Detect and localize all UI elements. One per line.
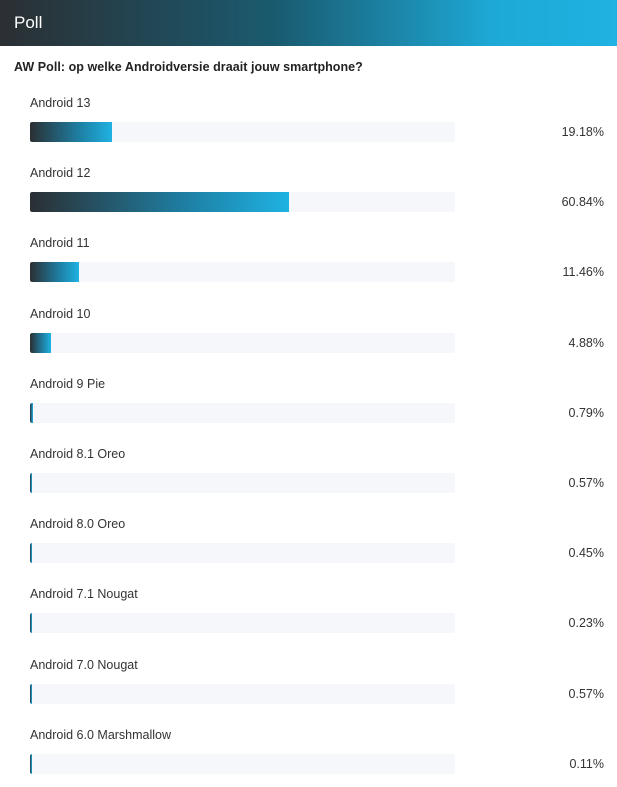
poll-option-label: Android 7.1 Nougat [30,587,138,602]
poll-option-percent: 4.88% [568,335,604,350]
poll-option-label: Android 11 [30,236,90,251]
poll-options-list: Android 13 19.18% Android 12 60.84% Andr… [0,93,617,787]
poll-option-bar-track [30,192,455,213]
poll-option-bar-track [30,402,455,423]
poll-option-label: Android 8.0 Oreo [30,517,126,532]
poll-option-percent: 0.57% [568,686,604,701]
poll-option-label: Android 9 Pie [30,376,106,391]
poll-option-percent: 19.18% [561,125,604,139]
poll-option-bar-track [30,753,455,774]
poll-option-bar-fill [30,753,32,774]
poll-option[interactable]: Android 13 19.18% [0,93,617,163]
poll-option[interactable]: Android 9 Pie 0.79% [0,374,617,444]
poll-option[interactable]: Android 8.0 Oreo 0.45% [0,514,617,584]
poll-option-bar-track [30,543,455,564]
poll-option-bar-track [30,262,455,283]
poll-option[interactable]: Android 8.1 Oreo 0.57% [0,444,617,514]
poll-option-bar-fill [30,332,51,353]
poll-option[interactable]: Android 12 60.84% [0,163,617,233]
poll-option-percent: 0.23% [568,616,604,631]
poll-option-bar-fill [30,683,33,704]
poll-option-percent: 0.79% [568,405,604,420]
poll-title: Poll [14,13,43,32]
poll-option-bar-track [30,613,455,634]
poll-question: AW Poll: op welke Androidversie draait j… [14,60,363,74]
poll-option-percent: 60.84% [561,195,604,210]
poll-option-percent: 0.45% [568,546,604,561]
poll-option-bar-fill [30,262,79,283]
poll-header: Poll [0,0,617,46]
poll-option-label: Android 8.1 Oreo [30,446,126,461]
poll-option-bar-track [30,472,455,493]
poll-option-percent: 0.11% [569,756,604,771]
poll-option-bar-fill [30,472,33,493]
poll-option-label: Android 10 [30,306,91,321]
poll-option[interactable]: Android 6.0 Marshmallow 0.11% [0,725,617,787]
poll-option[interactable]: Android 7.0 Nougat 0.57% [0,655,617,725]
poll-option-label: Android 7.0 Nougat [30,657,138,672]
poll-option-bar-track [30,683,455,704]
poll-option-bar-fill [30,402,34,423]
poll-option-label: Android 12 [30,166,91,181]
poll-option[interactable]: Android 11 11.46% [0,233,617,303]
poll-option-bar-track [30,332,455,353]
poll-option[interactable]: Android 7.1 Nougat 0.23% [0,584,617,654]
poll-option-bar-fill [30,543,32,564]
poll-option-bar-fill [30,192,289,213]
poll-option-bar-fill [30,613,32,634]
poll-option-percent: 11.46% [562,265,604,280]
poll-option[interactable]: Android 10 4.88% [0,304,617,374]
poll-option-label: Android 6.0 Marshmallow [30,727,172,742]
poll-option-bar-track [30,122,455,142]
poll-option-bar-fill [30,122,112,142]
poll-option-label: Android 13 [30,96,91,110]
poll-option-percent: 0.57% [568,475,604,490]
